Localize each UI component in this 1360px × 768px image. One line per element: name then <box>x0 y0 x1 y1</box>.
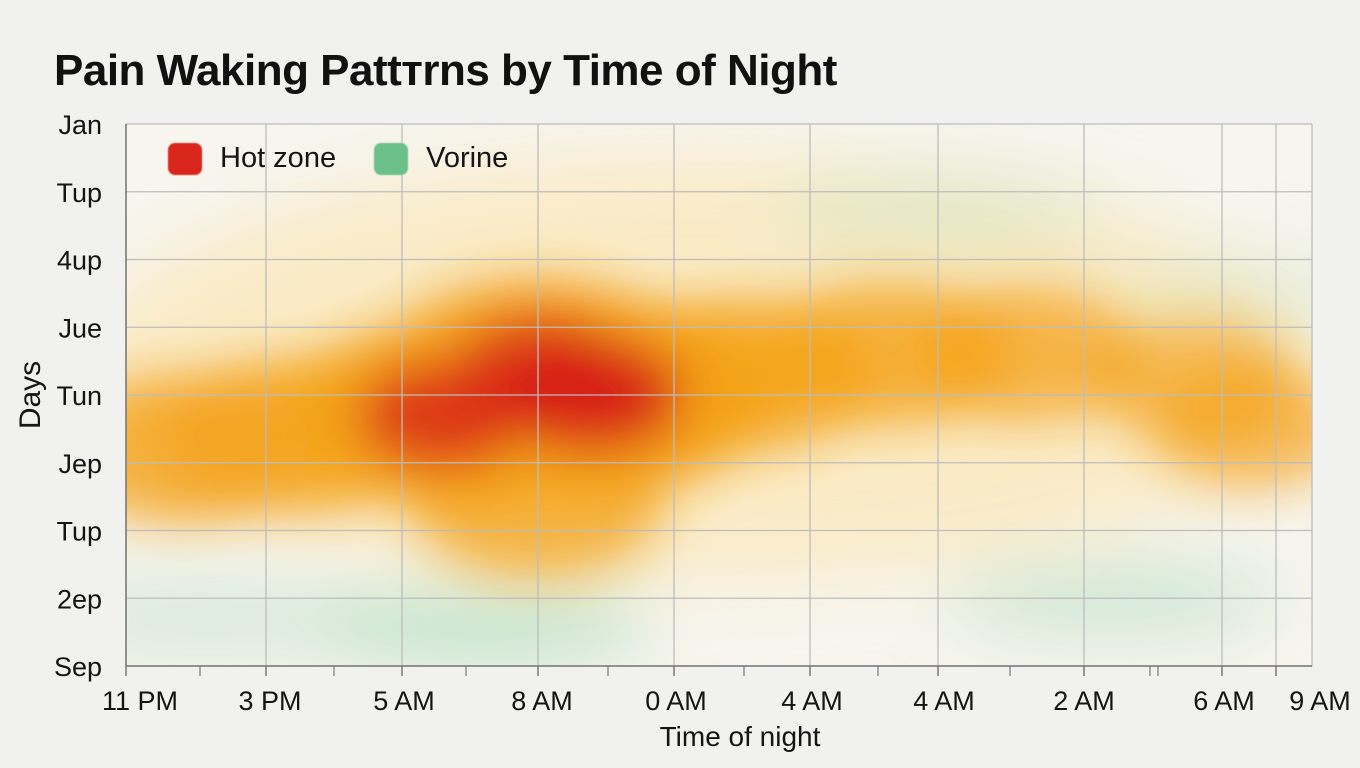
x-tick-label: 9 AM <box>1289 686 1351 716</box>
x-tick-label: 0 AM <box>645 686 707 716</box>
legend-label-hot: Hot zone <box>220 142 337 174</box>
legend-item-hot-zone: Hot zone <box>168 142 336 175</box>
y-tick-label: Jue <box>58 313 102 343</box>
x-tick-label: 4 AM <box>781 686 843 716</box>
y-tick-label: Tup <box>56 178 102 208</box>
y-tick-label: 2ep <box>57 584 102 614</box>
x-tick-label: 5 AM <box>373 686 435 716</box>
heat-warm-9 <box>1153 368 1312 490</box>
legend-label-cool: Vorine <box>426 142 509 174</box>
legend-swatch-hot <box>168 142 202 175</box>
y-tick-label: Tup <box>56 517 102 547</box>
legend-swatch-cool <box>374 142 409 175</box>
y-tick-label: Jan <box>58 110 102 140</box>
x-tick-label: 6 AM <box>1193 686 1255 716</box>
legend-item-vorine: Vorine <box>374 142 508 175</box>
x-tick-label: 2 AM <box>1053 686 1115 716</box>
y-axis-label: Days <box>14 361 47 429</box>
cool-zone-0 <box>313 587 654 664</box>
y-tick-label: Sep <box>54 652 102 682</box>
x-tick-label: 3 PM <box>238 686 301 716</box>
legend: Hot zone Vorine <box>168 142 546 175</box>
y-tick-label: Tun <box>56 381 102 411</box>
x-axis-label: Time of night <box>660 721 821 752</box>
x-tick-label: 8 AM <box>511 686 573 716</box>
x-tick-label: 4 AM <box>913 686 975 716</box>
chart-title: Pain Waking Pattтrns by Time of Night <box>54 46 837 95</box>
cool-zone-4 <box>1106 255 1312 332</box>
cool-zone-1 <box>126 580 380 657</box>
y-tick-label: Jep <box>58 449 102 479</box>
y-tick-label: 4up <box>57 246 102 276</box>
x-tick-label: 11 PM <box>102 686 178 716</box>
